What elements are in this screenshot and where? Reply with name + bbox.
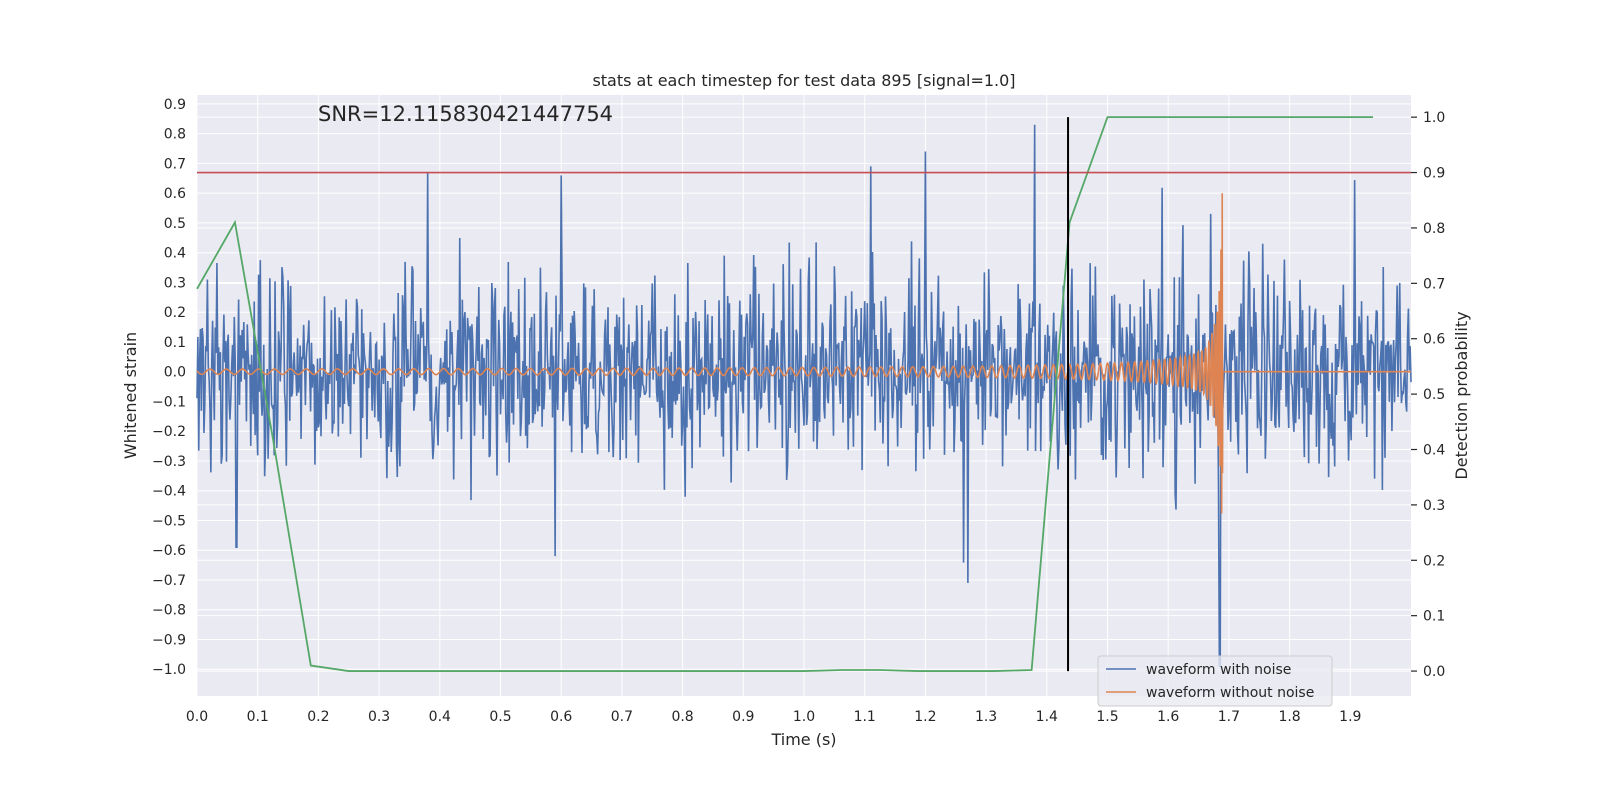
x-tick-label: 0.5 [489, 709, 511, 725]
y-axis-left-ticks: 0.9 0.8 0.7 0.6 0.5 0.4 0.3 0.2 0.1 0.0 −0.1 −0.2 −0… [152, 97, 186, 678]
x-tick-label: 0.1 [247, 709, 269, 725]
x-axis-label: Time (s) [770, 730, 836, 749]
y-tick-label-left: 0.0 [164, 365, 186, 381]
x-tick-label: 1.0 [793, 709, 815, 725]
series-detection-probability [196, 116, 1374, 672]
y-tick-label-left: 0.6 [164, 186, 186, 202]
y-tick-label-right: 0.6 [1423, 332, 1445, 348]
y-tick-label-right: 0.3 [1423, 498, 1445, 514]
y-tick-label-left: 0.8 [164, 127, 186, 143]
x-tick-label: 1.6 [1157, 709, 1179, 725]
y-tick-label-right: 0.8 [1423, 221, 1445, 237]
legend-box [1097, 655, 1333, 707]
x-tick-label: 1.7 [1218, 709, 1240, 725]
legend-label-waveform-without-noise: waveform without noise [1146, 685, 1314, 701]
y-tick-label-left: −0.3 [152, 454, 186, 470]
y-tick-label-left: 0.3 [164, 275, 186, 291]
x-tick-label: 1.2 [914, 709, 936, 725]
y-tick-label-right: 0.7 [1423, 276, 1445, 292]
y-tick-label-right: 0.9 [1423, 166, 1445, 182]
x-tick-label: 0.8 [671, 709, 693, 725]
y-tick-label-left: −0.7 [152, 573, 186, 589]
y-tick-label-left: −0.8 [152, 603, 186, 619]
detection-probability-line [196, 116, 1374, 672]
y-tick-label-right: 0.5 [1423, 387, 1445, 403]
x-tick-label: 1.9 [1339, 709, 1361, 725]
x-tick-label: 0.9 [732, 709, 754, 725]
x-tick-label: 1.4 [1036, 709, 1058, 725]
y-tick-label-left: −0.4 [152, 484, 186, 500]
y-tick-label-right: 1.0 [1423, 110, 1445, 126]
y-tick-label-left: 0.5 [164, 216, 186, 232]
y-tick-label-left: −0.2 [152, 424, 186, 440]
y-tick-label-right: 0.2 [1423, 553, 1445, 569]
chart-title: stats at each timestep for test data 895… [592, 71, 1015, 90]
y-tick-label-left: 0.9 [164, 97, 186, 113]
y-axis-label-right: Detection probability [1452, 311, 1471, 479]
legend: waveform with noise waveform without noi… [1097, 655, 1333, 707]
snr-annotation: SNR=12.115830421447754 [318, 102, 613, 126]
x-tick-label: 1.5 [1096, 709, 1118, 725]
y-axis-right-ticks: 1.0 0.9 0.8 0.7 0.6 0.5 0.4 0.3 0.2 0.1 0.0 [1411, 110, 1445, 680]
y-tick-label-left: −0.6 [152, 543, 186, 559]
x-axis-ticks: 0.0 0.1 0.2 0.3 0.4 0.5 0.6 0.7 0.8 0.9 1.0 1.1 1.2 1… [186, 709, 1362, 725]
x-tick-label: 0.6 [550, 709, 572, 725]
x-tick-label: 1.8 [1278, 709, 1300, 725]
y-axis-label-left: Whitened strain [121, 332, 140, 459]
y-tick-label-left: 0.2 [164, 305, 186, 321]
series-waveform-with-noise [196, 124, 1412, 668]
y-tick-label-left: 0.7 [164, 156, 186, 172]
x-tick-label: 1.1 [854, 709, 876, 725]
legend-label-waveform-with-noise: waveform with noise [1146, 662, 1291, 678]
y-tick-label-left: −0.9 [152, 632, 186, 648]
series-waveform-without-noise [196, 193, 1411, 514]
y-tick-label-right: 0.4 [1423, 443, 1445, 459]
y-tick-label-left: 0.1 [164, 335, 186, 351]
y-tick-label-left: 0.4 [164, 246, 186, 262]
y-tick-label-right: 0.1 [1423, 609, 1445, 625]
y-tick-label-left: −0.5 [152, 513, 186, 529]
x-tick-label: 0.2 [307, 709, 329, 725]
reference-lines [197, 117, 1411, 672]
x-tick-label: 0.3 [368, 709, 390, 725]
x-tick-label: 1.3 [975, 709, 997, 725]
y-tick-label-right: 0.0 [1423, 664, 1445, 680]
x-tick-label: 0.7 [611, 709, 633, 725]
waveform-without-noise-line [196, 193, 1411, 514]
y-tick-label-left: −0.1 [152, 394, 186, 410]
waveform-with-noise-line [196, 124, 1412, 668]
y-tick-label-left: −1.0 [152, 662, 186, 678]
x-tick-label: 0.0 [186, 709, 208, 725]
x-tick-label: 0.4 [429, 709, 451, 725]
